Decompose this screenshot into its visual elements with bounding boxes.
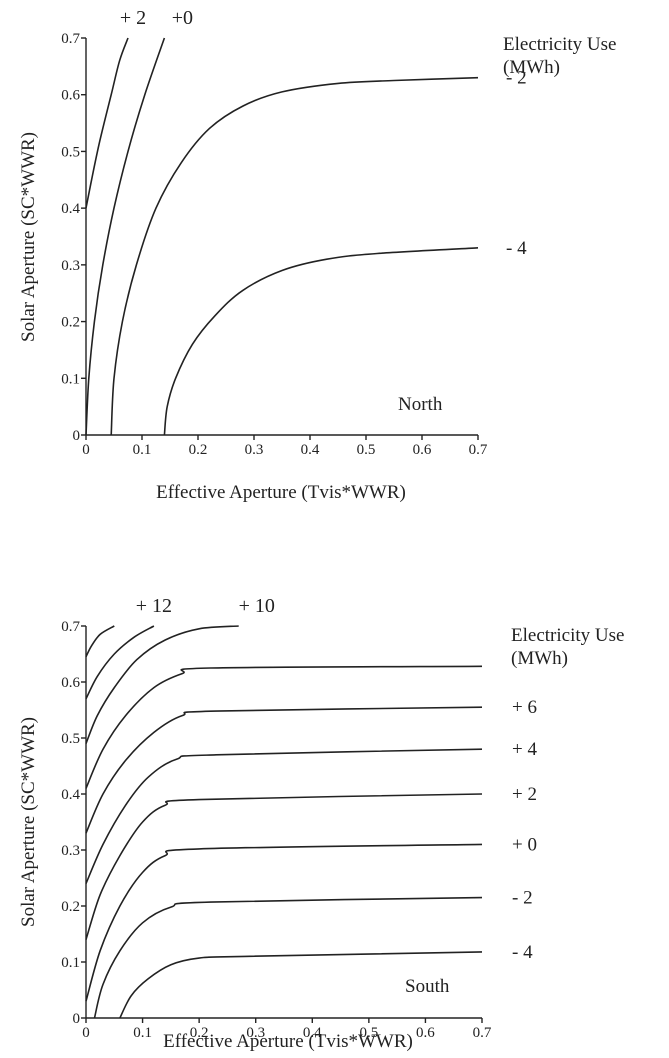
- south-x-tick-label: 0.3: [246, 1025, 265, 1041]
- south-contour-line: [119, 951, 483, 1019]
- south-ticks: 0 0.1 0.2 0.3 0.4 0.5 0.6 0.7 0 0.1 0.2 0.3 0.4 0.5 0.…: [61, 619, 492, 1041]
- north-y-tick-label: 0.4: [61, 201, 80, 217]
- north-curves: [85, 37, 479, 436]
- north-x-tick-label: 0: [82, 442, 90, 458]
- south-curve-labels: + 12 + 10 + 6 + 4 + 2 + 0 - 2 - 4: [136, 595, 538, 963]
- south-x-tick-label: 0.2: [190, 1025, 209, 1041]
- north-contour-label: + 2: [120, 7, 146, 29]
- south-legend-title-line1: Electricity Use: [511, 625, 624, 646]
- north-contour-label: - 4: [506, 238, 527, 259]
- north-chart-panel: 0 0.1 0.2 0.3 0.4 0.5 0.6 0.7 0 0.1 0.2 0.3 0.4 0.5 0.…: [18, 7, 616, 503]
- north-ticks: 0 0.1 0.2 0.3 0.4 0.5 0.6 0.7 0 0.1 0.2 0.3 0.4 0.5 0.…: [61, 31, 488, 458]
- south-contour-line: [85, 748, 483, 884]
- north-y-tick-label: 0.5: [61, 144, 80, 160]
- north-axes: [85, 38, 478, 436]
- south-x-tick-label: 0.7: [473, 1025, 492, 1041]
- north-y-tick-label: 0: [73, 428, 81, 444]
- south-x-tick-label: 0.4: [303, 1025, 322, 1041]
- south-y-tick-label: 0.6: [61, 675, 80, 691]
- north-y-tick-label: 0.6: [61, 88, 80, 104]
- south-x-tick-label: 0: [82, 1025, 90, 1041]
- north-x-tick-label: 0.1: [133, 442, 152, 458]
- north-contour-line: [85, 37, 166, 436]
- north-contour-line: [110, 76, 479, 436]
- south-contour-line: [85, 665, 483, 789]
- south-contour-label: + 12: [136, 595, 172, 617]
- south-contour-line: [85, 843, 483, 1002]
- south-panel-label: South: [405, 976, 450, 997]
- south-contour-label: + 6: [512, 697, 537, 718]
- south-y-tick-label: 0.1: [61, 955, 80, 971]
- north-y-tick-label: 0.3: [61, 258, 80, 274]
- south-contour-label: - 4: [512, 942, 533, 963]
- south-contour-label: - 2: [512, 888, 533, 909]
- north-contour-line: [85, 37, 129, 209]
- south-curves: [85, 625, 483, 1019]
- north-curve-labels: + 2 +0 - 2 - 4: [120, 7, 527, 259]
- north-y-tick-label: 0.2: [61, 315, 80, 331]
- south-contour-label: + 4: [512, 739, 537, 760]
- north-x-axis-title: Effective Aperture (Tvis*WWR): [156, 482, 406, 503]
- south-contour-line: [93, 896, 483, 1019]
- north-contour-label: +0: [172, 7, 193, 29]
- north-y-tick-label: 0.1: [61, 371, 80, 387]
- south-axes: [85, 626, 482, 1019]
- north-y-axis-title: Solar Aperture (SC*WWR): [18, 132, 39, 342]
- south-contour-line: [85, 625, 239, 744]
- south-contour-line: [85, 706, 483, 834]
- south-y-tick-label: 0.2: [61, 899, 80, 915]
- north-x-tick-label: 0.4: [301, 442, 320, 458]
- north-panel-label: North: [398, 394, 443, 415]
- south-contour-label: + 0: [512, 834, 537, 855]
- south-contour-label: + 2: [512, 784, 537, 805]
- south-y-tick-label: 0.4: [61, 787, 80, 803]
- north-x-tick-label: 0.6: [413, 442, 432, 458]
- north-x-tick-label: 0.7: [469, 442, 488, 458]
- south-y-axis-title: Solar Aperture (SC*WWR): [18, 717, 39, 927]
- south-x-tick-label: 0.5: [359, 1025, 378, 1041]
- north-y-tick-label: 0.7: [61, 31, 80, 47]
- north-x-tick-label: 0.3: [245, 442, 264, 458]
- north-legend-title-line1: Electricity Use: [503, 34, 616, 55]
- south-y-tick-label: 0.3: [61, 843, 80, 859]
- south-chart-panel: 0 0.1 0.2 0.3 0.4 0.5 0.6 0.7 0 0.1 0.2 0.3 0.4 0.5 0.…: [18, 595, 624, 1052]
- south-x-tick-label: 0.1: [133, 1025, 152, 1041]
- south-contour-line: [85, 625, 115, 658]
- north-x-tick-label: 0.5: [357, 442, 376, 458]
- south-legend-title-line2: (MWh): [511, 648, 568, 669]
- north-contour-label: - 2: [506, 68, 527, 89]
- south-y-tick-label: 0: [73, 1011, 81, 1027]
- south-contour-line: [85, 625, 155, 700]
- north-x-tick-label: 0.2: [189, 442, 208, 458]
- south-x-axis-title: Effective Aperture (Tvis*WWR): [163, 1031, 413, 1052]
- south-y-tick-label: 0.7: [61, 619, 80, 635]
- south-contour-label: + 10: [239, 595, 275, 617]
- north-legend-title-line2: (MWh): [503, 57, 560, 78]
- north-contour-line: [163, 247, 479, 436]
- south-contour-line: [85, 793, 483, 940]
- south-y-tick-label: 0.5: [61, 731, 80, 747]
- south-x-tick-label: 0.6: [416, 1025, 435, 1041]
